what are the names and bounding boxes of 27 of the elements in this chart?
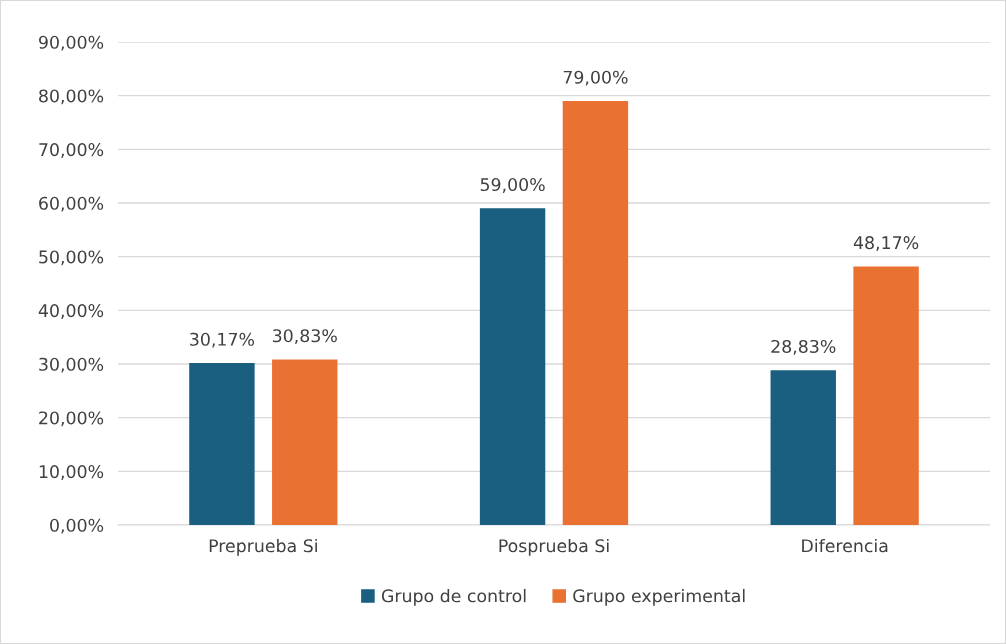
x-tick-label: Diferencia: [802, 538, 888, 553]
data-label: 28,83%: [771, 339, 836, 355]
bar: [272, 359, 338, 525]
data-label: 79,00%: [563, 70, 628, 86]
y-tick-label: 80,00%: [39, 89, 104, 105]
y-tick-label: 20,00%: [39, 411, 104, 427]
x-tick-label: Posprueba Si: [499, 538, 609, 556]
y-tick-label: 90,00%: [39, 35, 104, 51]
y-tick-label: 0,00%: [50, 518, 104, 534]
y-tick-label: 30,00%: [39, 357, 104, 373]
data-label: 30,17%: [190, 332, 255, 348]
data-label: 59,00%: [480, 177, 545, 193]
y-tick-label: 40,00%: [38, 304, 104, 319]
legend-label: Grupo experimental: [573, 588, 745, 606]
bar: [770, 370, 836, 525]
y-tick-label: 60,00%: [39, 196, 104, 212]
legend-label: Grupo de control: [381, 588, 526, 606]
bar: [189, 363, 255, 525]
bar: [479, 208, 546, 525]
x-tick-label: Preprueba Si: [209, 538, 317, 556]
y-tick-label: 10,00%: [39, 465, 104, 480]
y-tick-label: 50,00%: [39, 250, 104, 266]
data-label: 48,17%: [853, 236, 919, 252]
bar: [562, 101, 629, 525]
bar: [853, 266, 919, 525]
data-label: 30,83%: [272, 329, 337, 345]
y-tick-label: 70,00%: [39, 143, 104, 158]
